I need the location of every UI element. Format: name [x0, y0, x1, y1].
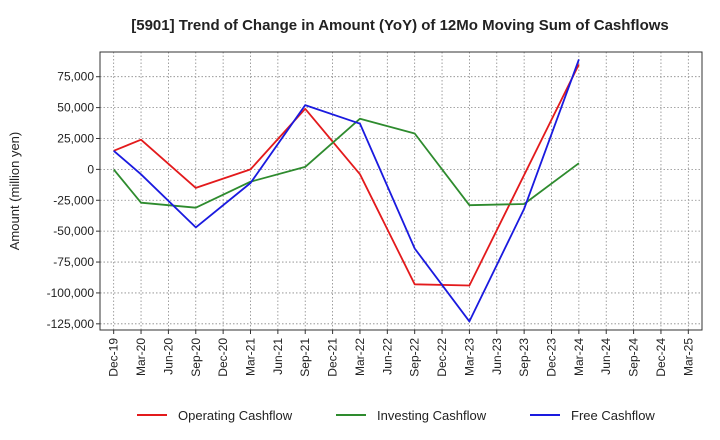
- x-tick-label: Dec-19: [107, 338, 121, 377]
- x-tick-label: Mar-24: [572, 338, 586, 376]
- x-tick-label: Sep-24: [627, 338, 641, 377]
- x-tick-label: Dec-20: [216, 338, 230, 377]
- series-line-free-cashflow: [113, 59, 580, 323]
- x-tick-label: Jun-23: [490, 338, 504, 375]
- x-tick-label: Dec-23: [545, 338, 559, 377]
- legend: Operating Cashflow Investing Cashflow Free…: [137, 408, 655, 423]
- x-tick-label: Sep-20: [189, 338, 203, 377]
- series-lines: [113, 59, 580, 323]
- y-tick-label: -25,000: [53, 193, 94, 207]
- chart-title: [5901] Trend of Change in Amount (YoY) o…: [131, 17, 669, 34]
- axes: Dec-19 Mar-20 Jun-20 Sep-20 Dec-20 Mar-21 Jun-…: [47, 51, 703, 377]
- plot-area: [100, 52, 702, 330]
- x-tick-label: Dec-22: [435, 338, 449, 377]
- legend-label: Free Cashflow: [571, 408, 655, 423]
- y-tick-label: -50,000: [53, 224, 94, 238]
- x-tick-label: Mar-25: [681, 338, 695, 376]
- y-axis-label: Amount (million yen): [7, 132, 22, 251]
- y-tick-label: -75,000: [53, 255, 94, 269]
- y-tick-label: -125,000: [47, 317, 95, 331]
- legend-label: Investing Cashflow: [377, 408, 487, 423]
- x-tick-label: Dec-21: [326, 338, 340, 377]
- x-tick-label: Sep-23: [517, 338, 531, 377]
- grid: [100, 52, 702, 330]
- y-tick-label: -100,000: [47, 286, 95, 300]
- x-tick-label: Mar-20: [134, 338, 148, 376]
- y-tick-label: 25,000: [57, 131, 94, 145]
- x-tick-label: Jun-20: [161, 338, 175, 375]
- plot-border: [99, 51, 703, 331]
- x-tick-label: Sep-22: [408, 338, 422, 377]
- x-tick-label: Sep-21: [298, 338, 312, 377]
- series-line-operating-cashflow: [113, 64, 580, 287]
- y-tick-label: 75,000: [57, 70, 94, 84]
- x-tick-label: Mar-21: [244, 338, 258, 376]
- x-tick-label: Mar-22: [353, 338, 367, 376]
- x-tick-label: Jun-21: [271, 338, 285, 375]
- legend-label: Operating Cashflow: [178, 408, 293, 423]
- x-tick-label: Dec-24: [654, 338, 668, 377]
- x-tick-label: Jun-22: [380, 338, 394, 375]
- y-tick-label: 0: [87, 162, 94, 176]
- x-tick-label: Jun-24: [599, 338, 613, 375]
- y-tick-label: 50,000: [57, 101, 94, 115]
- series-line-investing-cashflow: [113, 117, 580, 209]
- x-tick-label: Mar-23: [462, 338, 476, 376]
